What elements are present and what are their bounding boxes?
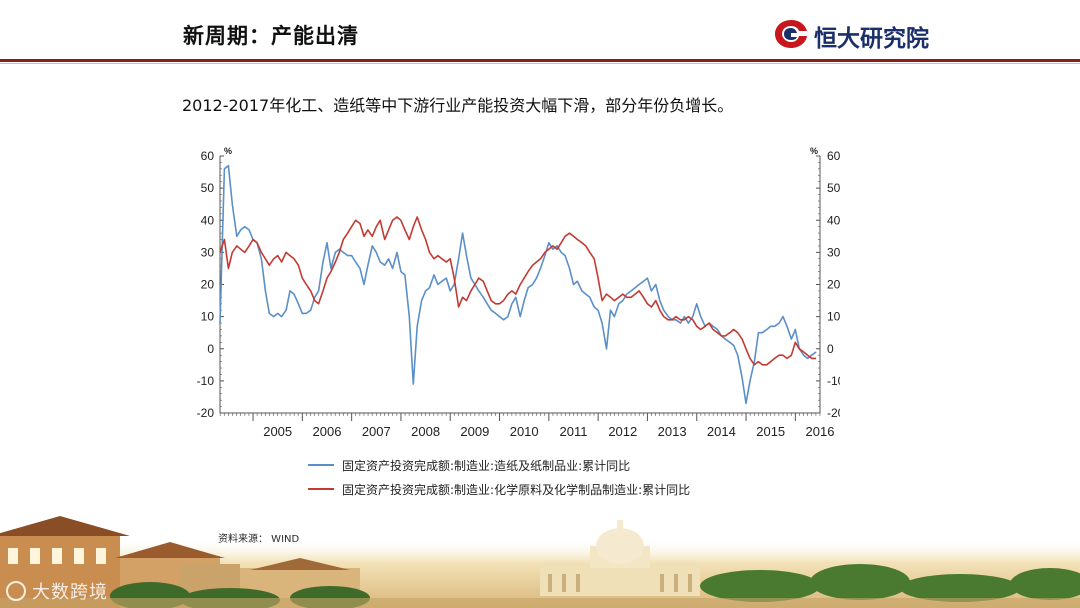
legend-item-paper: 固定资产投资完成额:制造业:造纸及纸制品业:累计同比 — [308, 453, 690, 477]
footer-skyline-banner — [0, 516, 1080, 608]
y-tick-label-left: 0 — [207, 342, 214, 356]
y-unit-left: % — [224, 146, 232, 156]
capitol-illustration — [540, 520, 700, 596]
series-line-paper — [219, 164, 817, 405]
series-line-chemical — [219, 216, 817, 366]
x-tick-label: 2011 — [560, 424, 588, 439]
y-tick-label-left: 40 — [201, 213, 215, 227]
y-tick-label-left: -20 — [197, 406, 215, 420]
y-tick-label-left: 50 — [201, 181, 215, 195]
y-tick-label-left: -10 — [197, 374, 215, 388]
y-tick-label-right: -20 — [827, 406, 840, 420]
legend-label: 固定资产投资完成额:制造业:化学原料及化学制品制造业:累计同比 — [342, 482, 691, 497]
header-divider — [0, 59, 1080, 62]
chart-legend: 固定资产投资完成额:制造业:造纸及纸制品业:累计同比 固定资产投资完成额:制造业… — [308, 453, 690, 501]
y-unit-right: % — [810, 146, 818, 156]
x-tick-label: 2013 — [658, 424, 687, 439]
slide-header: 新周期：产能出清 恒大研究院 — [0, 0, 1080, 64]
watermark-text: 大数跨境 — [32, 582, 108, 603]
brand-name: 恒大研究院 — [814, 26, 929, 52]
x-tick-label: 2007 — [362, 424, 391, 439]
x-tick-label: 2009 — [460, 424, 489, 439]
chart-series — [219, 164, 817, 405]
y-tick-label-right: 40 — [827, 213, 840, 227]
trees-right — [700, 564, 1080, 602]
legend-swatch-blue — [308, 464, 334, 466]
watermark-logo-icon — [6, 581, 26, 601]
x-tick-label: 2005 — [263, 424, 292, 439]
x-tick-label: 2008 — [411, 424, 440, 439]
legend-label: 固定资产投资完成额:制造业:造纸及纸制品业:累计同比 — [342, 458, 631, 473]
x-tick-label: 2014 — [707, 424, 736, 439]
y-tick-label-left: 10 — [201, 310, 215, 324]
x-tick-label: 2015 — [756, 424, 785, 439]
y-tick-label-left: 60 — [201, 149, 215, 163]
y-tick-label-right: 50 — [827, 181, 840, 195]
legend-swatch-red — [308, 488, 334, 490]
header-divider-thin — [0, 63, 1080, 64]
x-tick-label: 2012 — [608, 424, 637, 439]
x-tick-label: 2010 — [510, 424, 539, 439]
y-tick-label-right: -10 — [827, 374, 840, 388]
y-tick-label-right: 0 — [827, 342, 834, 356]
y-tick-label-right: 30 — [827, 245, 840, 259]
watermark: 大数跨境 — [6, 578, 108, 604]
slide-subtitle: 2012-2017年化工、造纸等中下游行业产能投资大幅下滑，部分年份负增长。 — [182, 96, 734, 115]
y-tick-label-right: 60 — [827, 149, 840, 163]
x-tick-label: 2006 — [313, 424, 342, 439]
chart-axes: -20 -20 -10 -10 0 0 10 10 20 20 30 30 40 40 50 50 60 60%%… — [197, 146, 840, 439]
slide-title: 新周期：产能出清 — [183, 24, 359, 48]
y-tick-label-right: 20 — [827, 278, 840, 292]
legend-item-chemical: 固定资产投资完成额:制造业:化学原料及化学制品制造业:累计同比 — [308, 477, 690, 501]
y-tick-label-left: 30 — [201, 245, 215, 259]
y-tick-label-left: 20 — [201, 278, 215, 292]
brand-logo-icon — [775, 20, 807, 48]
line-chart: -20 -20 -10 -10 0 0 10 10 20 20 30 30 40 40 50 50 60 60%%… — [197, 146, 840, 439]
x-tick-label: 2016 — [806, 424, 835, 439]
y-tick-label-right: 10 — [827, 310, 840, 324]
